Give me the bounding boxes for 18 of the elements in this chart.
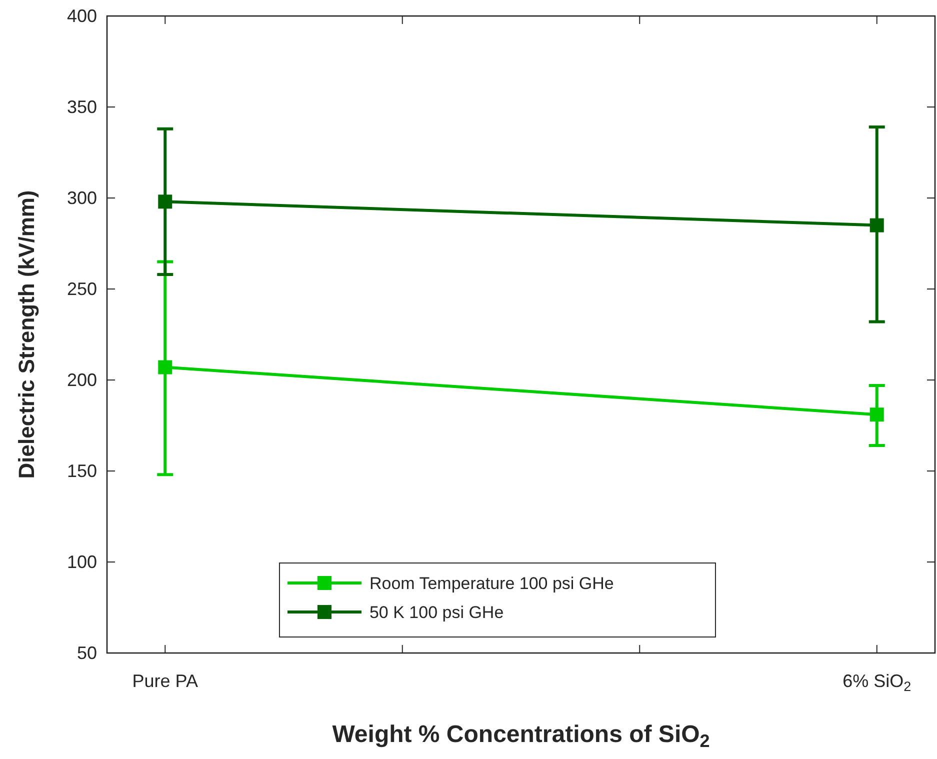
point [158, 360, 172, 374]
y-tick-label: 150 [66, 461, 97, 481]
y-axis-title: Dielectric Strength (kV/mm) [14, 190, 39, 479]
y-tick-label: 100 [66, 552, 97, 572]
y-tick-label: 200 [66, 370, 97, 390]
y-tick-label: 50 [76, 643, 97, 663]
point [870, 218, 884, 232]
point [870, 408, 884, 422]
y-tick-label: 250 [66, 279, 97, 299]
y-tick-label: 400 [66, 6, 97, 26]
point [158, 194, 172, 209]
x-tick-label: Pure PA [132, 671, 198, 691]
legend-label: 50 K 100 psi GHe [369, 603, 504, 622]
y-tick-label: 350 [66, 97, 97, 117]
x-tick-label: 6% SiO$_{2}$ [842, 671, 912, 694]
x-axis-title: Weight % Concentrations of SiO$_{2}$ [332, 721, 710, 752]
legend-label: Room Temperature 100 psi GHe [369, 574, 614, 593]
y-tick-label: 300 [66, 188, 97, 208]
